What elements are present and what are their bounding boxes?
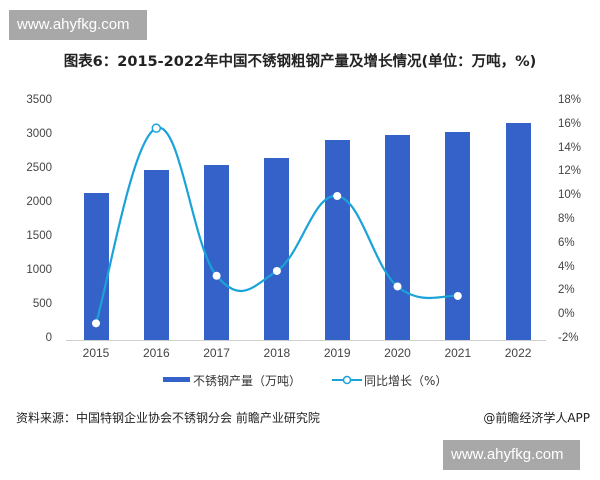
growth-point-marker-icon [393,282,402,291]
bar-2016 [143,170,169,340]
right-y-tick: 12% [558,165,582,178]
x-tick: 2021 [444,346,472,360]
right-y-tick: 16% [558,117,582,130]
bar-2022 [505,122,531,340]
growth-point-marker-icon [151,123,162,133]
bar-2020 [385,135,410,340]
right-y-tick: -2% [558,332,579,344]
growth-point-marker-icon [212,271,221,280]
bar-2015 [83,193,109,340]
bar-2019 [324,140,350,340]
left-y-tick: 1500 [26,230,52,242]
right-y-tick: 8% [558,213,575,225]
x-tick: 2022 [504,346,532,360]
bar-2018 [264,158,290,340]
right-y-tick: 6% [558,236,575,249]
left-y-tick: 2000 [26,196,52,208]
watermark-bottom: www.ahyfkg.com [443,440,580,470]
x-axis-line [66,340,546,341]
right-y-tick: 4% [558,260,575,273]
x-tick: 2020 [384,346,411,360]
x-tick: 2015 [82,346,110,360]
x-tick: 2016 [142,346,170,360]
source-note: 资料来源：中国特钢企业协会不锈钢分会 前瞻产业研究院 [16,411,320,425]
bar-2021 [445,131,471,340]
left-y-tick: 500 [32,298,52,310]
legend-bar-label: 不锈钢产量（万吨） [193,374,302,388]
x-tick: 2019 [323,346,351,360]
legend: 不锈钢产量（万吨） 同比增长（%） [0,372,600,388]
left-y-tick: 3000 [26,128,52,140]
left-y-tick: 2500 [26,162,52,174]
legend-line-label: 同比增长（%） [364,374,448,388]
legend-line-marker-icon [332,375,362,385]
chart-title: 图表6：2015-2022年中国不锈钢粗钢产量及增长情况(单位：万吨，%) [63,54,537,70]
legend-bar-swatch-icon [163,377,190,382]
growth-point-marker-icon [453,291,462,300]
left-y-tick: 1000 [26,264,52,276]
right-y-tick: 18% [558,94,582,106]
growth-point-marker-icon [333,192,342,201]
right-y-tick: 2% [558,284,575,297]
right-y-tick: 10% [558,189,582,202]
growth-point-marker-icon [272,266,281,275]
left-y-tick: 3500 [26,94,52,106]
right-y-tick: 0% [558,308,575,321]
growth-point-marker-icon [92,319,100,328]
watermark-top: www.ahyfkg.com [9,10,147,40]
x-tick: 2017 [203,346,230,360]
x-tick: 2018 [263,346,291,360]
right-y-tick: 14% [558,141,582,154]
credit-note: @前瞻经济学人APP [483,411,590,425]
left-y-tick: 0 [45,332,52,344]
bar-2017 [204,164,230,340]
